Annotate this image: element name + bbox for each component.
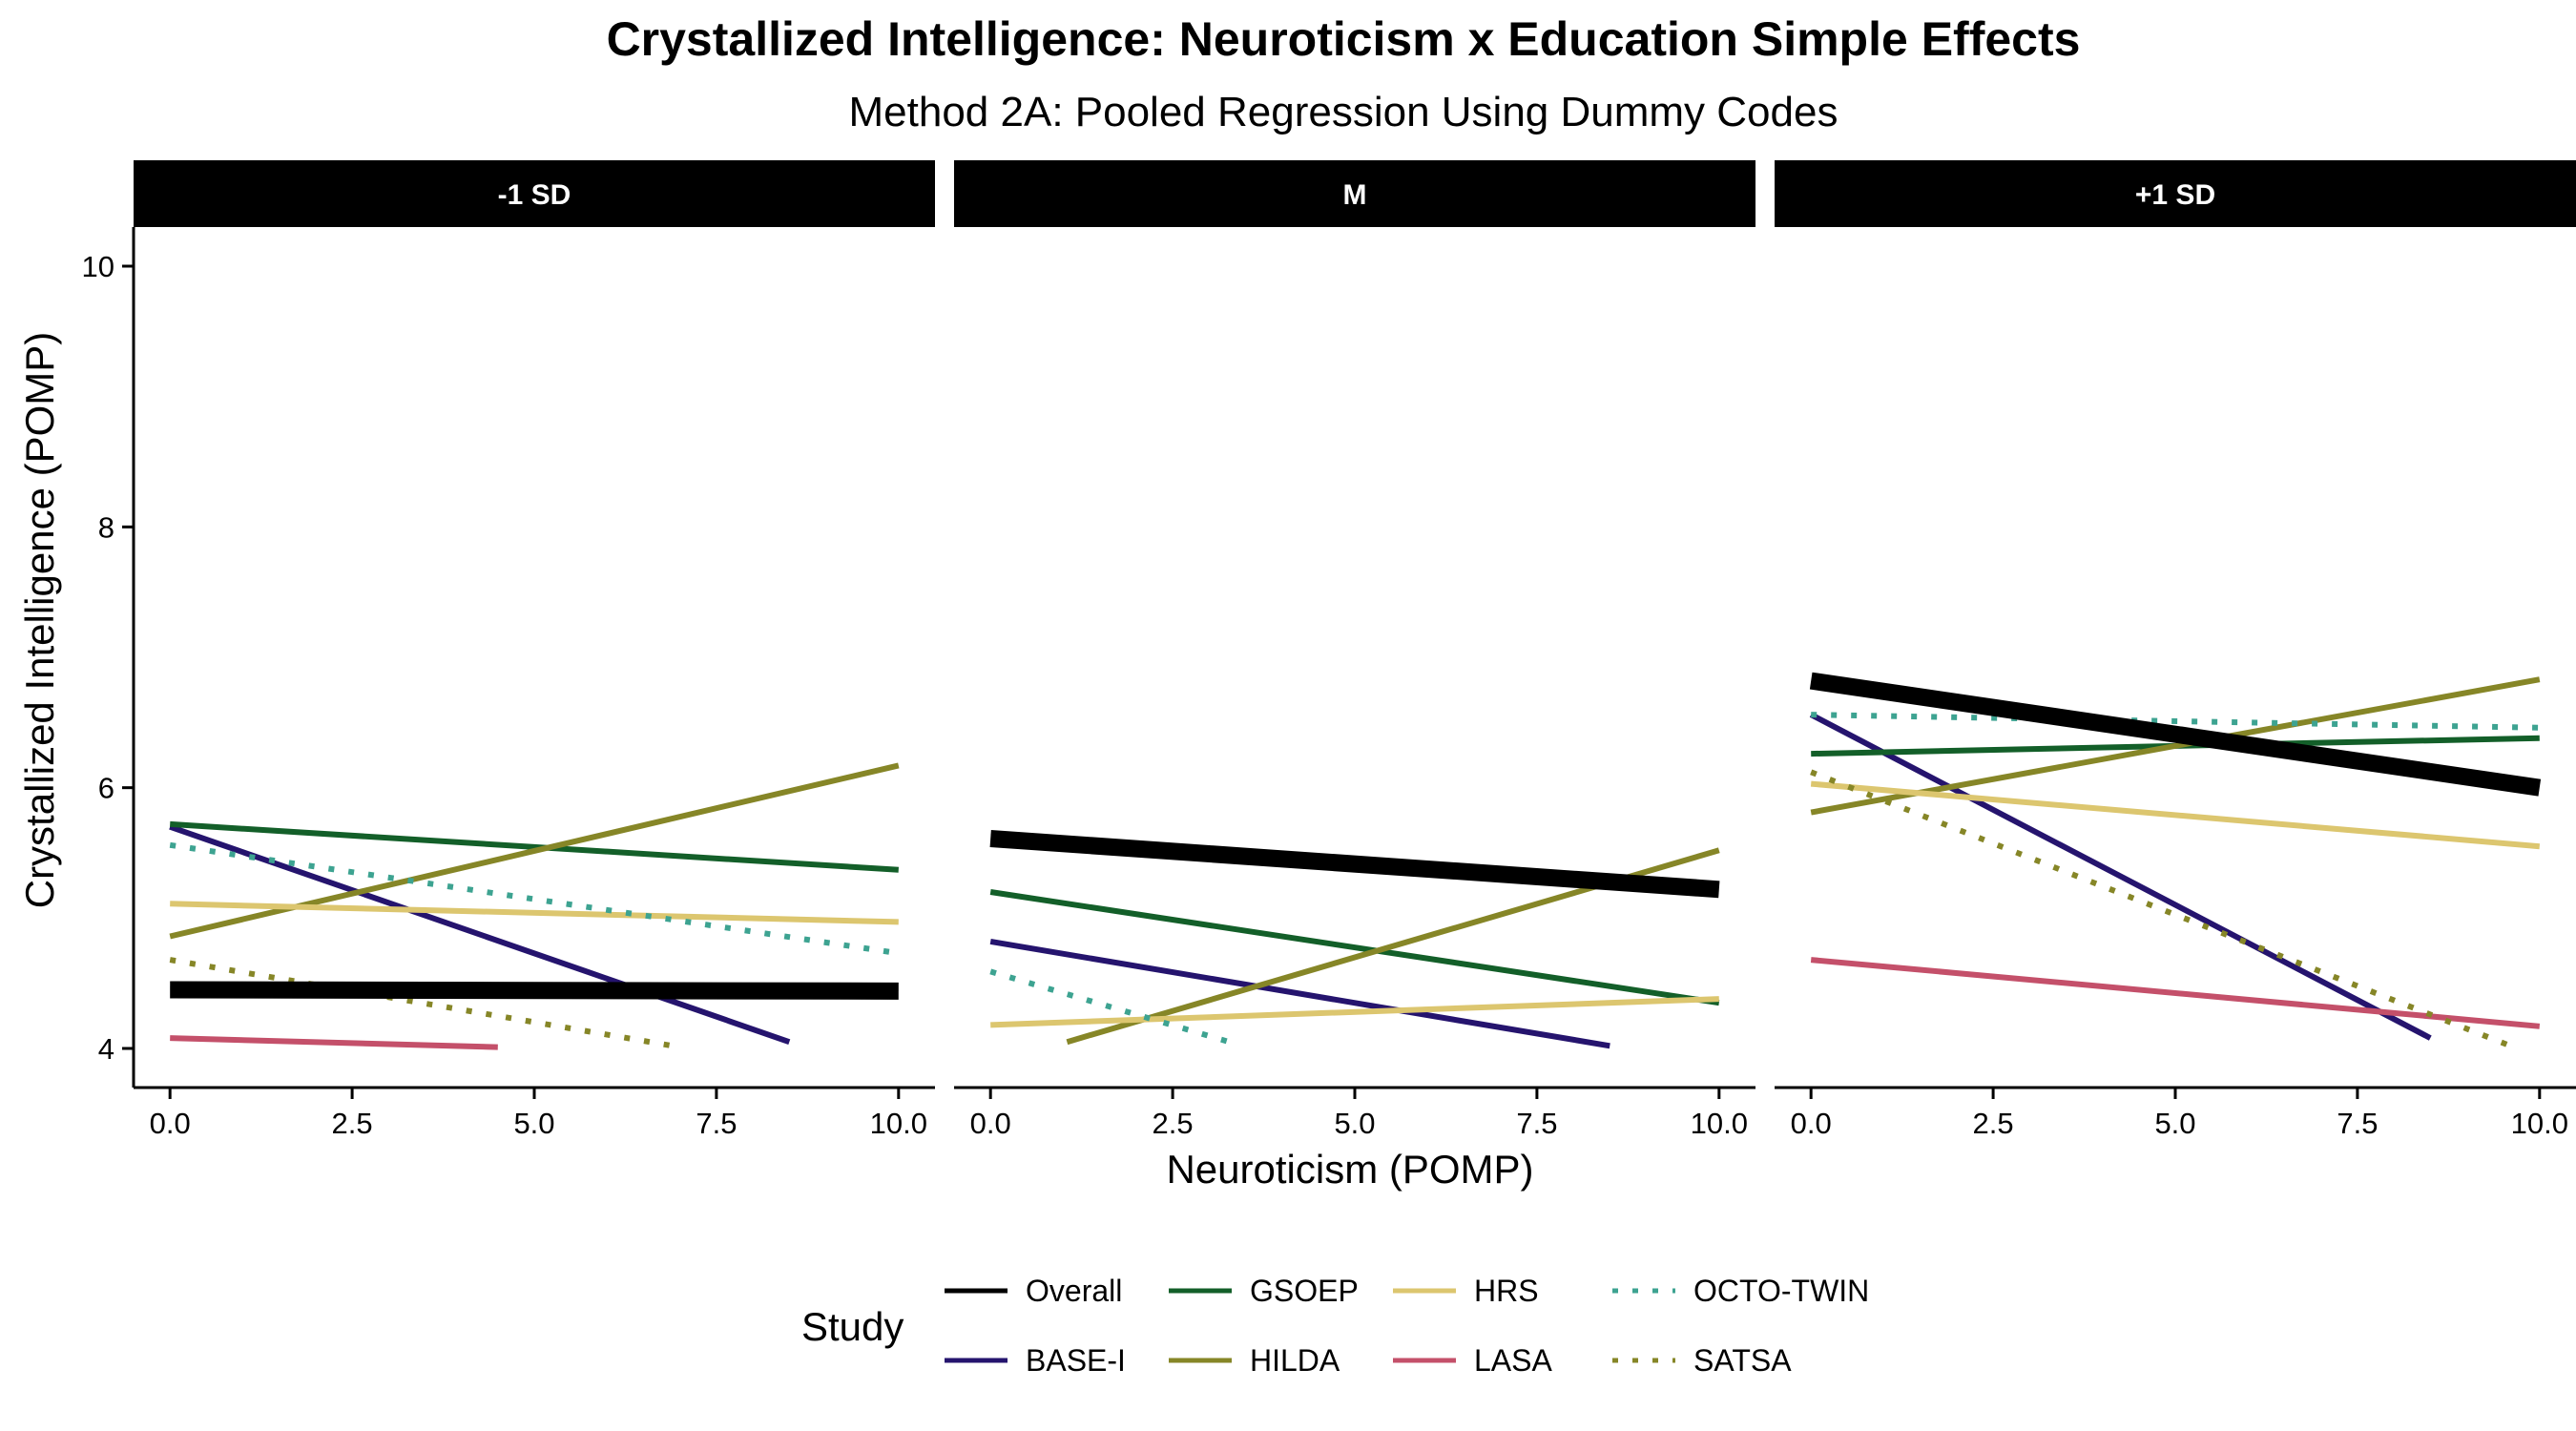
legend-label: SATSA [1693, 1343, 1792, 1378]
x-tick-label: 5.0 [513, 1107, 554, 1140]
legend-label: BASE-I [1026, 1343, 1126, 1378]
facet-strip [1775, 160, 2576, 227]
series-line-lasa [170, 1035, 498, 1050]
x-tick-label: 10.0 [1691, 1107, 1748, 1140]
facet-strip-label: +1 SD [2135, 179, 2215, 211]
x-tick-label: 10.0 [2511, 1107, 2568, 1140]
chart-title: Crystallized Intelligence: Neuroticism x… [607, 12, 2081, 66]
x-tick-label: 10.0 [870, 1107, 927, 1140]
series-line-hrs [990, 996, 1719, 1028]
x-tick-label: 7.5 [696, 1107, 737, 1140]
legend-title: Study [801, 1304, 904, 1349]
series-line-octo-twin [169, 841, 900, 957]
series-line-octo-twin [1811, 712, 2540, 731]
facet-panel-m: M 0.0 2.5 5.0 7.5 10.0 [954, 160, 1755, 1140]
x-tick-label: 2.5 [1973, 1107, 2014, 1140]
legend-entry-lasa: LASA [1393, 1343, 1552, 1378]
legend-entry-hrs: HRS [1393, 1274, 1539, 1308]
legend-label: LASA [1474, 1343, 1552, 1378]
series-line-satsa [169, 957, 674, 1049]
legend-entry-octo-twin: OCTO-TWIN [1612, 1274, 1869, 1308]
x-tick-label: 2.5 [332, 1107, 373, 1140]
series-line-gsoep [989, 889, 1720, 1006]
legend-entry-gsoep: GSOEP [1169, 1274, 1359, 1308]
facet-panel-1-sd: +1 SD 0.0 2.5 5.0 7.5 10.0 [1775, 160, 2576, 1140]
series-line-gsoep [170, 820, 899, 873]
series-line-overall [170, 981, 899, 1000]
x-tick-label: 7.5 [1516, 1107, 1557, 1140]
legend-entry-overall: Overall [945, 1274, 1122, 1308]
facet-panel-1-sd: -1 SD 4 6 8 10 0.0 2.5 5.0 7.5 10.0 [82, 160, 935, 1140]
legend-entry-satsa: SATSA [1612, 1343, 1792, 1378]
series-line-overall [1809, 672, 2542, 797]
x-axis-label: Neuroticism (POMP) [1166, 1147, 1533, 1192]
series-line-lasa [1810, 957, 2541, 1029]
chart-subtitle: Method 2A: Pooled Regression Using Dummy… [849, 89, 1839, 135]
x-tick-label: 0.0 [1791, 1107, 1832, 1140]
facet-strip [134, 160, 935, 227]
legend-label: HILDA [1250, 1343, 1340, 1378]
legend-entry-base-i: BASE-I [945, 1343, 1126, 1378]
y-tick-label: 10 [82, 250, 114, 283]
x-tick-label: 0.0 [970, 1107, 1011, 1140]
series-line-base-i [989, 938, 1610, 1049]
y-tick-label: 8 [98, 510, 114, 544]
x-tick-label: 0.0 [150, 1107, 191, 1140]
series-line-overall [989, 830, 1720, 899]
series-line-octo-twin [989, 968, 1239, 1047]
legend-label: OCTO-TWIN [1693, 1274, 1869, 1308]
facet-panels: -1 SD 4 6 8 10 0.0 2.5 5.0 7.5 10.0 M 0.0 2.5 5.0 7.5 1… [82, 160, 2576, 1140]
legend: Study Overall BASE-I GSOEP HILDA HRS LASA OCTO-… [801, 1274, 1869, 1378]
y-tick-label: 6 [98, 772, 114, 805]
series-line-satsa [1810, 769, 2512, 1049]
facet-strip-label: -1 SD [498, 179, 571, 211]
x-tick-label: 2.5 [1153, 1107, 1194, 1140]
y-tick-label: 4 [98, 1032, 114, 1066]
legend-entry-hilda: HILDA [1169, 1343, 1340, 1378]
legend-label: Overall [1026, 1274, 1122, 1308]
legend-label: HRS [1474, 1274, 1539, 1308]
series-line-hrs [1810, 780, 2541, 850]
legend-label: GSOEP [1250, 1274, 1359, 1308]
series-line-hrs [170, 901, 899, 925]
facet-strip [954, 160, 1755, 227]
series-line-base-i [1809, 712, 2432, 1041]
x-tick-label: 7.5 [2337, 1107, 2378, 1140]
y-axis-label: Crystallized Intelligence (POMP) [17, 332, 62, 909]
x-tick-label: 5.0 [2154, 1107, 2195, 1140]
series-line-hilda [1810, 676, 2541, 816]
facet-strip-label: M [1343, 179, 1367, 211]
x-tick-label: 5.0 [1334, 1107, 1375, 1140]
